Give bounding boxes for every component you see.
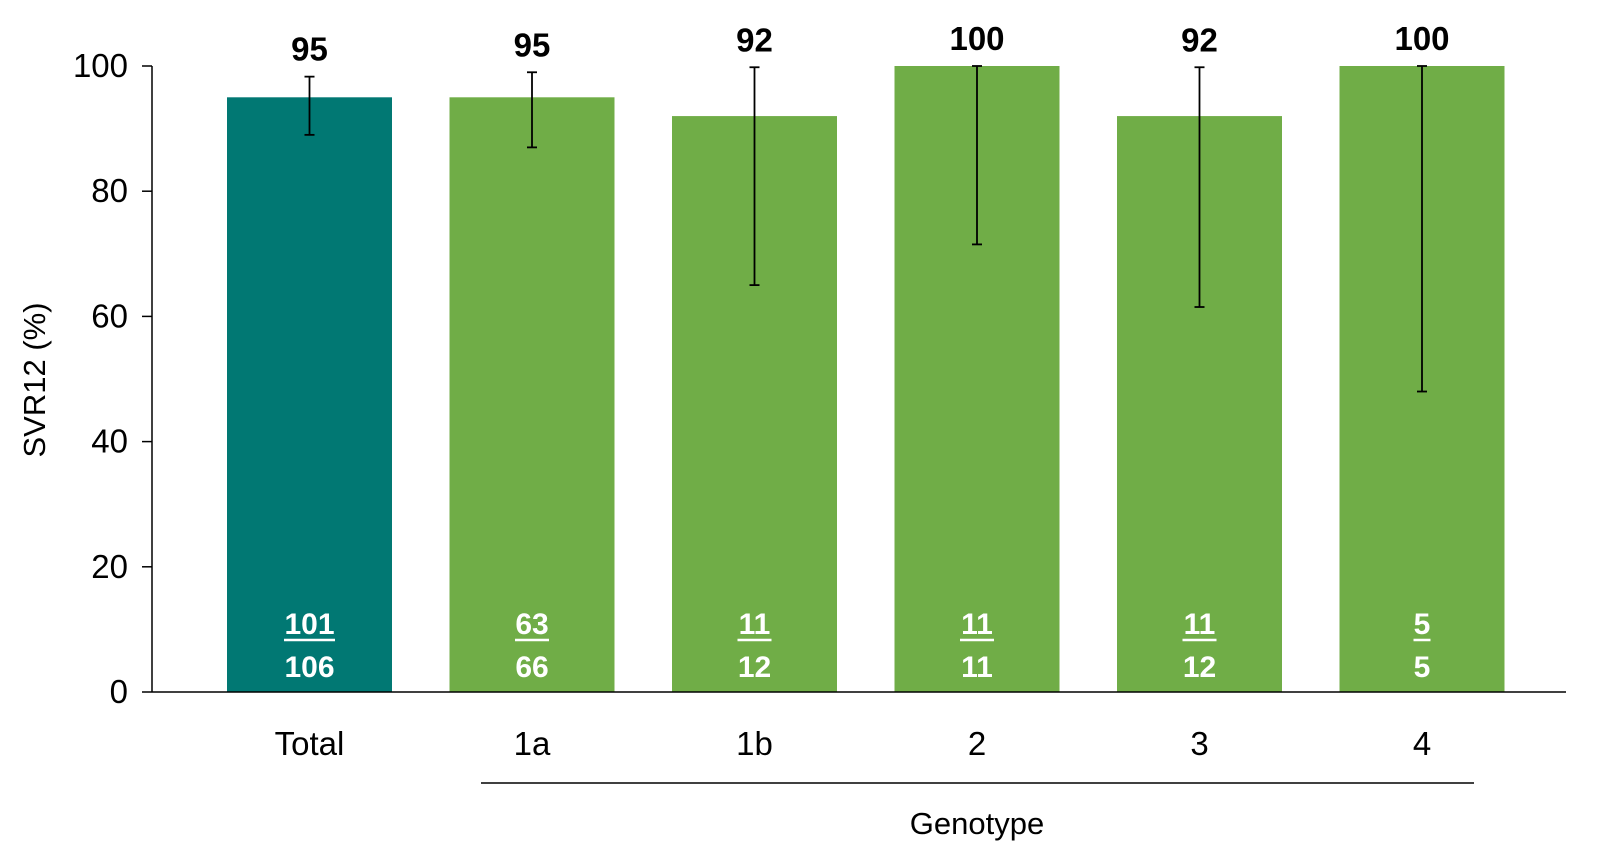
error-bars xyxy=(304,65,1427,393)
fraction-numerator: 11 xyxy=(1184,608,1216,641)
value-label: 92 xyxy=(1181,21,1218,58)
bar-Total xyxy=(227,97,392,693)
fraction-denominator: 66 xyxy=(515,651,548,684)
value-label: 95 xyxy=(291,31,328,68)
genotype-group-label: Genotype xyxy=(910,806,1044,841)
fraction-denominator: 11 xyxy=(961,651,993,684)
value-label: 100 xyxy=(1394,20,1449,57)
value-label: 95 xyxy=(514,26,551,63)
x-tick-label: 3 xyxy=(1190,725,1208,762)
y-tick-label: 60 xyxy=(91,297,128,334)
value-label: 92 xyxy=(736,21,773,58)
fraction-numerator: 11 xyxy=(961,608,993,641)
y-axis: 0 20 40 60 80 100 xyxy=(73,47,153,710)
y-tick-label: 100 xyxy=(73,47,128,84)
fraction-denominator: 5 xyxy=(1414,651,1431,684)
fraction-denominator: 12 xyxy=(738,651,771,684)
x-tick-label: 2 xyxy=(968,725,986,762)
data-labels: 95 101 106 95 63 66 92 11 12 100 11 11 92 11 12 100 5 5 xyxy=(284,20,1450,684)
value-label: 100 xyxy=(949,20,1004,57)
fraction-numerator: 101 xyxy=(284,608,334,641)
y-tick-label: 40 xyxy=(91,423,128,460)
fraction-numerator: 11 xyxy=(739,608,771,641)
bars xyxy=(227,66,1505,693)
x-axis: Total 1a 1b 2 3 4 xyxy=(152,691,1566,762)
fraction-numerator: 5 xyxy=(1414,608,1431,641)
y-axis-title: SVR12 (%) xyxy=(17,302,52,457)
y-tick-label: 0 xyxy=(110,673,128,710)
fraction-denominator: 106 xyxy=(284,651,334,684)
x-tick-label: 1b xyxy=(736,725,773,762)
y-tick-label: 20 xyxy=(91,548,128,585)
x-tick-label: 1a xyxy=(514,725,551,762)
bar-1a xyxy=(449,97,615,693)
fraction-numerator: 63 xyxy=(515,608,548,641)
x-tick-label: Total xyxy=(275,725,345,762)
fraction-denominator: 12 xyxy=(1183,651,1216,684)
x-tick-label: 4 xyxy=(1413,725,1431,762)
y-tick-label: 80 xyxy=(91,172,128,209)
